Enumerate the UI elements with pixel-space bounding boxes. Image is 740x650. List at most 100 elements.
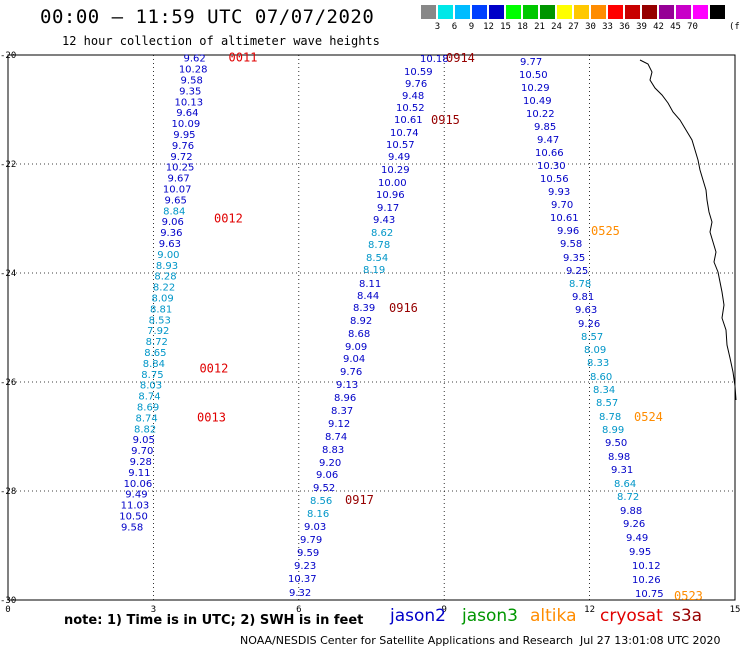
color-swatch [625, 5, 640, 19]
color-scale-label: 24 [551, 22, 562, 32]
other-tracks-decorative: 10.18 10.59 9.76 9.48 10.52 10.61 10.74 … [288, 51, 703, 603]
swh-point: 8.82 [134, 424, 156, 435]
swh-value: 10.66 [535, 148, 564, 159]
swh-value: 9.49 [388, 152, 410, 163]
swh-point: 8.84 [163, 206, 185, 217]
swh-value: 8.56 [310, 496, 332, 507]
color-swatch [557, 5, 572, 19]
swh-point: 9.58 [181, 76, 203, 87]
color-scale-label: 70 [687, 22, 698, 32]
timestamp-text: Jul 27 13:01:08 UTC 2020 [580, 634, 721, 647]
swh-value: 9.58 [560, 239, 582, 250]
swh-value: 9.93 [548, 187, 570, 198]
swh-value: 9.76 [340, 367, 362, 378]
color-swatch [591, 5, 606, 19]
swh-value: 10.52 [396, 103, 425, 114]
swh-points: 9.6210.289.589.3510.139.6410.099.959.769… [119, 54, 207, 534]
color-swatch [455, 5, 470, 19]
swh-value: 9.81 [572, 292, 594, 303]
swh-value: 10.59 [404, 67, 433, 78]
swh-value: 9.70 [551, 200, 573, 211]
color-swatch [574, 5, 589, 19]
swh-point: 8.72 [146, 337, 168, 348]
color-scale-label: 15 [500, 22, 511, 32]
swh-value: 8.74 [325, 432, 347, 443]
swh-value: 10.50 [519, 70, 548, 81]
swh-point: 9.35 [179, 86, 201, 97]
satellite-legend-jason3: jason3 [462, 606, 518, 626]
swh-point: 10.25 [166, 163, 195, 174]
swh-value: 8.44 [357, 291, 379, 302]
swh-point: 9.63 [159, 239, 181, 250]
swh-point: 8.03 [140, 381, 162, 392]
swh-point: 8.75 [141, 370, 163, 381]
swh-value: 8.78 [368, 240, 390, 251]
color-swatch [693, 5, 708, 19]
color-swatch [523, 5, 538, 19]
swh-value: 9.25 [566, 266, 588, 277]
swh-value: 10.30 [537, 161, 566, 172]
time-labels: 0011 0012 0012 0013 [197, 51, 257, 425]
swh-value: 10.37 [288, 574, 317, 585]
time-label: 0011 [229, 51, 258, 65]
note-text: note: 1) Time is in UTC; 2) SWH is in fe… [64, 613, 364, 628]
color-scale-label: 3 [434, 22, 441, 32]
swh-value: 9.49 [626, 533, 648, 544]
swh-value: 9.20 [319, 458, 341, 469]
y-tick-label: -24 [0, 269, 16, 279]
map-grid [7, 54, 736, 601]
swh-point: 9.11 [128, 468, 150, 479]
x-tick-label: 15 [730, 605, 740, 615]
color-scale-label: 27 [568, 22, 579, 32]
color-swatch [421, 5, 436, 19]
swh-point: 8.74 [135, 413, 157, 424]
swh-value: 9.88 [620, 506, 642, 517]
swh-value: 9.09 [345, 342, 367, 353]
swh-value: 10.61 [394, 115, 423, 126]
swh-value: 9.50 [605, 438, 627, 449]
y-tick-label: -28 [0, 487, 16, 497]
swh-value: 8.33 [587, 358, 609, 369]
swh-value: 8.37 [331, 406, 353, 417]
swh-point: 9.28 [130, 457, 152, 468]
x-tick-label: 3 [151, 605, 156, 615]
swh-value: 8.92 [350, 316, 372, 327]
time-label: 0012 [214, 212, 243, 226]
y-tick-label: -30 [0, 596, 16, 606]
satellite-legend-s3a: s3a [672, 606, 703, 626]
page-title: 00:00 – 11:59 UTC 07/07/2020 [40, 6, 375, 28]
swh-point: 8.65 [144, 348, 166, 359]
swh-value: 10.26 [632, 575, 661, 586]
swh-value: 9.96 [557, 226, 579, 237]
swh-point: 9.58 [121, 522, 143, 533]
swh-value: 8.99 [602, 425, 624, 436]
time-label: 0013 [197, 410, 226, 424]
swh-value: 8.83 [322, 445, 344, 456]
swh-value: 10.00 [378, 178, 407, 189]
swh-point: 9.65 [165, 195, 187, 206]
swh-value: 10.57 [386, 140, 415, 151]
color-swatch [489, 5, 504, 19]
swh-point: 10.50 [119, 512, 148, 523]
color-scale-label: 6 [451, 22, 458, 32]
swh-point: 11.03 [121, 501, 150, 512]
swh-value: 8.11 [359, 279, 381, 290]
swh-point: 8.53 [149, 315, 171, 326]
swh-value: 10.22 [526, 109, 555, 120]
satellite-legend-jason2: jason2 [390, 606, 446, 626]
color-scale-label: 9 [468, 22, 475, 32]
swh-value: 8.57 [596, 398, 618, 409]
swh-value: 8.78 [599, 412, 621, 423]
swh-value: 8.78 [569, 279, 591, 290]
swh-value: 9.47 [537, 135, 559, 146]
swh-point: 9.95 [173, 130, 195, 141]
swh-value: 9.17 [377, 203, 399, 214]
time-label: 0917 [345, 493, 374, 507]
swh-value: 8.19 [363, 265, 385, 276]
swh-point: 8.81 [150, 304, 172, 315]
y-tick-label: -20 [0, 51, 16, 61]
swh-value: 9.04 [343, 354, 365, 365]
swh-value: 9.77 [520, 57, 542, 68]
color-swatch [710, 5, 725, 19]
swh-value: 9.63 [575, 305, 597, 316]
